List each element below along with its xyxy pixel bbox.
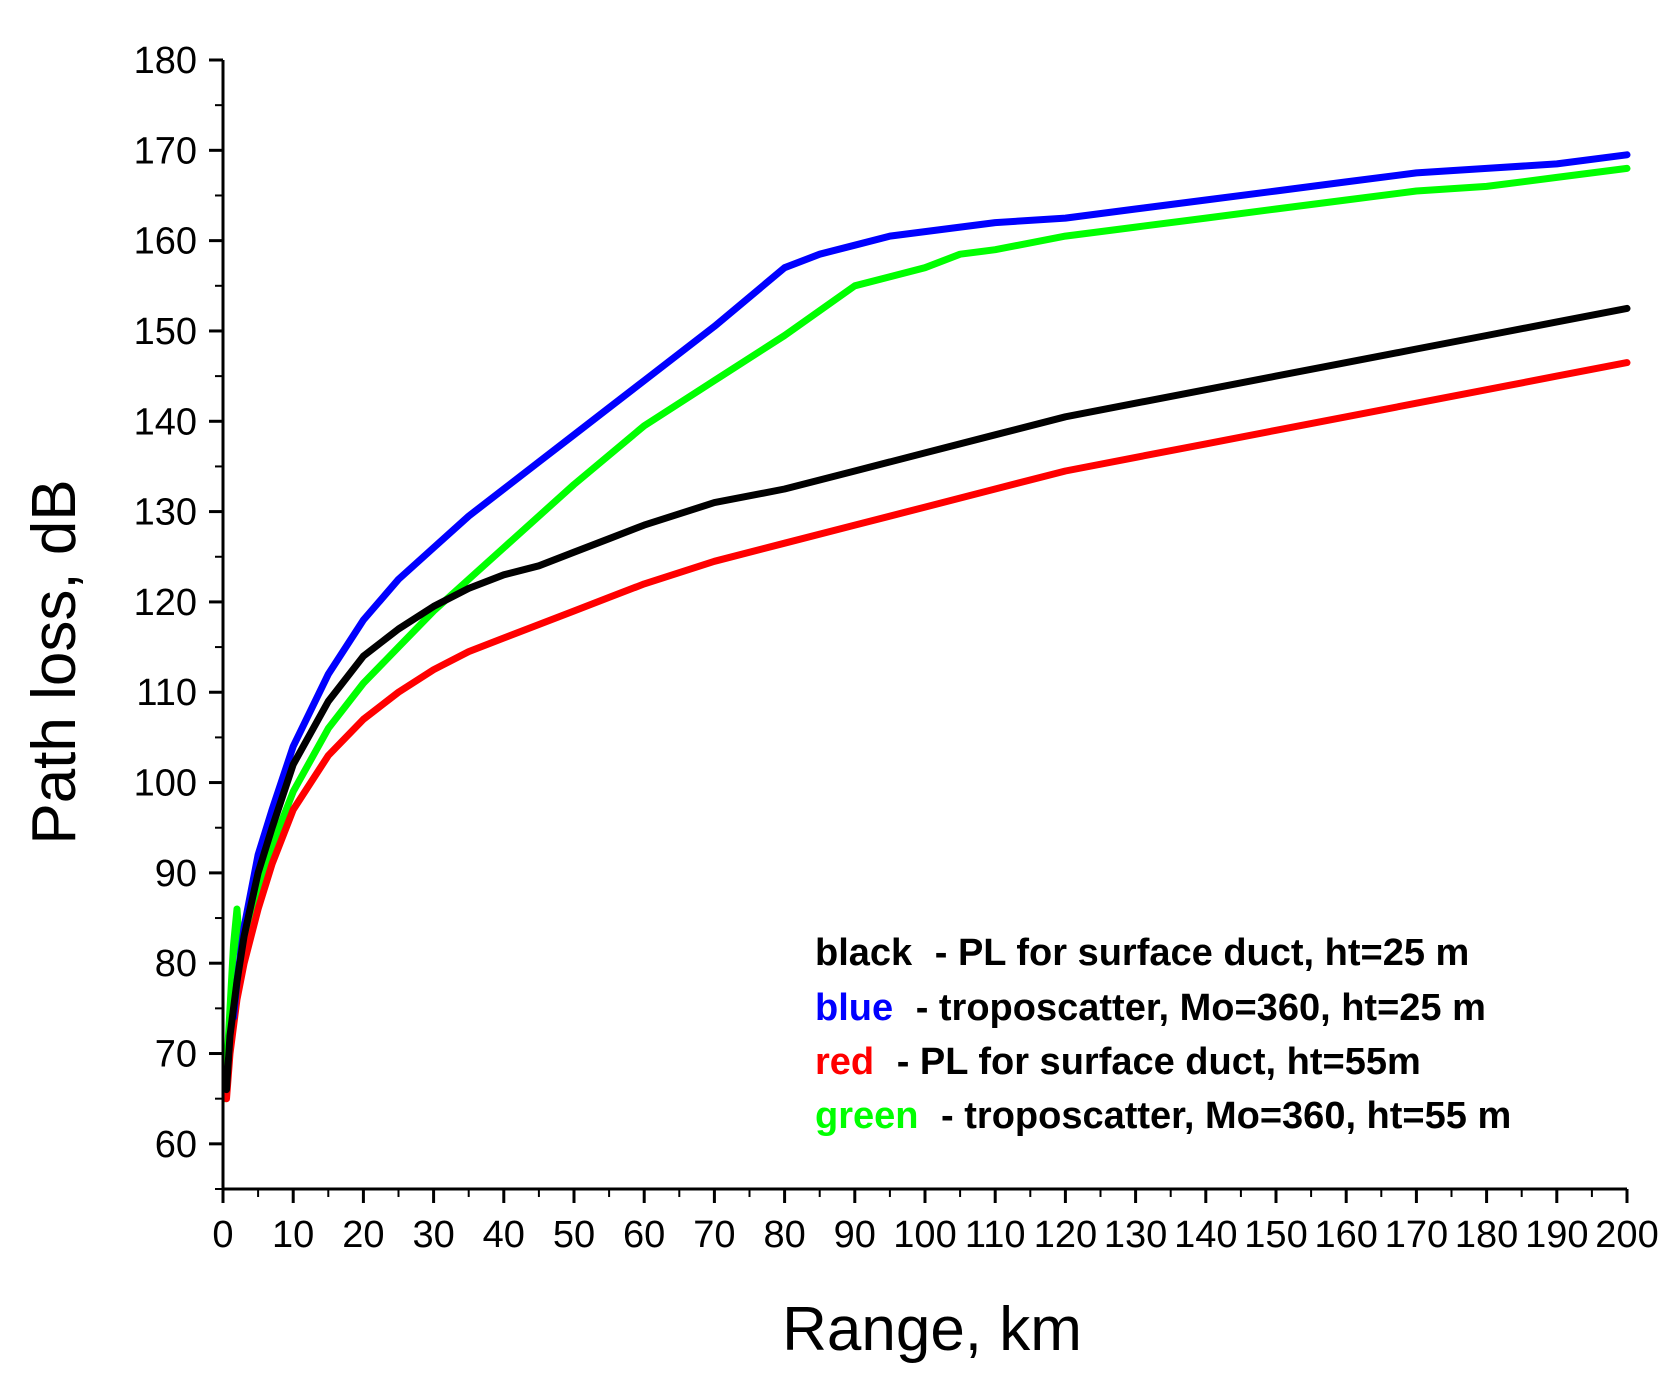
x-tick-label: 0	[212, 1214, 233, 1256]
y-tick-label: 180	[134, 40, 197, 82]
x-tick-label: 120	[1034, 1214, 1097, 1256]
series-line-black	[223, 304, 1631, 1094]
x-tick-label: 20	[342, 1214, 384, 1256]
y-tick-label: 150	[134, 311, 197, 353]
legend-series-desc-black: - PL for surface duct, ht=25 m	[935, 932, 1470, 974]
x-tick-label: 40	[483, 1214, 525, 1256]
x-tick-label: 170	[1385, 1214, 1448, 1256]
legend-series-name-black: black	[815, 932, 913, 974]
x-axis-title: Range, km	[782, 1295, 1082, 1364]
legend-entry-red: red - PL for surface duct, ht=55m	[815, 1041, 1421, 1083]
legend-series-desc-blue: - troposcatter, Mo=360, ht=25 m	[916, 987, 1486, 1029]
y-tick-label: 130	[134, 492, 197, 534]
legend-series-desc-red: - PL for surface duct, ht=55m	[897, 1041, 1421, 1083]
x-tick-label: 80	[763, 1214, 805, 1256]
x-tick-label: 30	[412, 1214, 454, 1256]
x-tick-label: 130	[1104, 1214, 1167, 1256]
x-tick-label: 90	[834, 1214, 876, 1256]
y-tick-label: 120	[134, 582, 197, 624]
y-tick-label: 90	[155, 853, 197, 895]
legend-entry-black: black - PL for surface duct, ht=25 m	[815, 932, 1469, 974]
legend-entry-green: green - troposcatter, Mo=360, ht=55 m	[815, 1095, 1511, 1137]
x-tick-label: 110	[965, 1214, 1026, 1256]
x-tick-label: 190	[1525, 1214, 1588, 1256]
x-tick-label: 200	[1595, 1214, 1658, 1256]
y-tick-label: 100	[134, 763, 197, 805]
y-tick-label: 160	[134, 221, 197, 263]
series-line-blue	[230, 151, 1631, 1021]
legend-series-name-blue: blue	[815, 987, 893, 1029]
y-tick-label: 140	[134, 401, 197, 443]
legend-series-name-red: red	[815, 1041, 874, 1083]
legend-series-desc-green: - troposcatter, Mo=360, ht=55 m	[941, 1095, 1511, 1137]
x-tick-label: 60	[623, 1214, 665, 1256]
y-tick-label: 170	[134, 130, 197, 172]
y-tick-label: 80	[155, 943, 197, 985]
tick-labels: 0 10 20 30 40 50 60 70 80 90 100 110 120 130 140 150 160…	[134, 40, 1659, 1256]
legend-entry-blue: blue - troposcatter, Mo=360, ht=25 m	[815, 987, 1486, 1029]
x-tick-label: 50	[553, 1214, 595, 1256]
y-tick-label: 60	[155, 1124, 197, 1166]
legend-series-name-green: green	[815, 1095, 918, 1137]
x-tick-label: 70	[693, 1214, 735, 1256]
legend: black - PL for surface duct, ht=25 m blu…	[815, 932, 1511, 1137]
axes	[209, 58, 1629, 1203]
x-tick-label: 10	[272, 1214, 314, 1256]
series-line-red	[223, 359, 1631, 1103]
x-tick-label: 180	[1455, 1214, 1518, 1256]
x-tick-label: 150	[1244, 1214, 1307, 1256]
y-tick-label: 70	[155, 1034, 197, 1076]
x-tick-label: 160	[1314, 1214, 1377, 1256]
y-axis-title: Path loss, dB	[20, 479, 89, 844]
x-tick-label: 100	[893, 1214, 956, 1256]
series-layer	[221, 151, 1631, 1103]
y-tick-label: 110	[136, 672, 197, 714]
x-tick-label: 140	[1174, 1214, 1237, 1256]
